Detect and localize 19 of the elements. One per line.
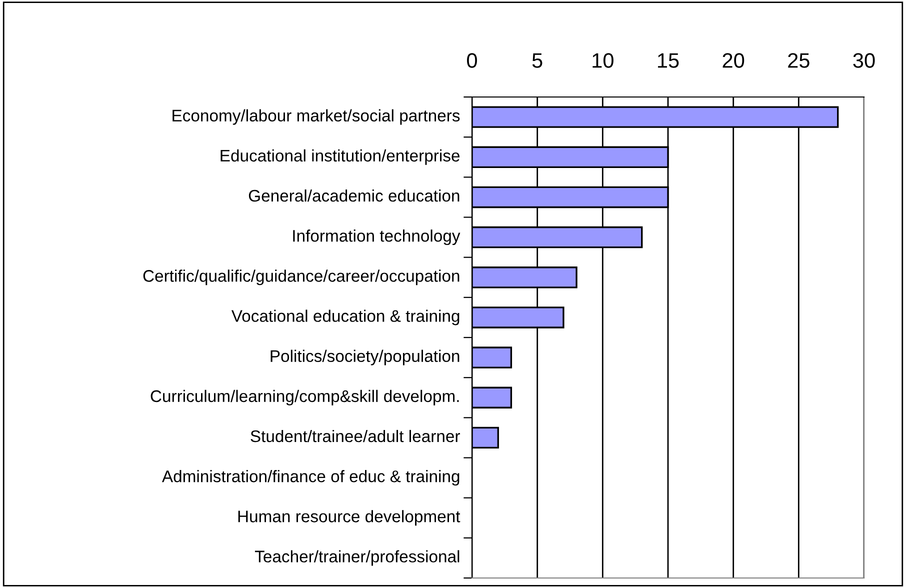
x-tick-label: 30 [853,53,875,68]
y-tick-label: Certific/qualific/guidance/career/occupation [143,270,460,286]
y-tick-label: Politics/society/population [270,350,460,366]
y-tick-label: Information technology [293,230,460,246]
y-tick-label: Vocational education & training [231,310,460,326]
y-tick-label: General/academic education [248,189,460,202]
x-tick-label: 25 [788,53,810,68]
x-tick-label: 10 [592,53,614,68]
y-tick-label: Curriculum/learning/comp&skill developm. [150,390,459,406]
y-tick-label: Educational institution/enterprise [220,149,460,165]
y-tick-label: Economy/labour market/social partners [172,109,460,125]
x-tick-label: 20 [722,53,744,68]
y-tick-label: Student/trainee/adult learner [250,430,460,442]
y-tick-label: Teacher/trainer/professional [254,550,460,566]
y-tick-label: Human resource development [238,510,460,526]
x-tick-label: 0 [467,53,477,68]
x-tick-label: 15 [658,53,679,68]
y-tick-label: Administration/finance of educ & training [162,470,460,486]
x-tick-label: 5 [532,53,542,68]
